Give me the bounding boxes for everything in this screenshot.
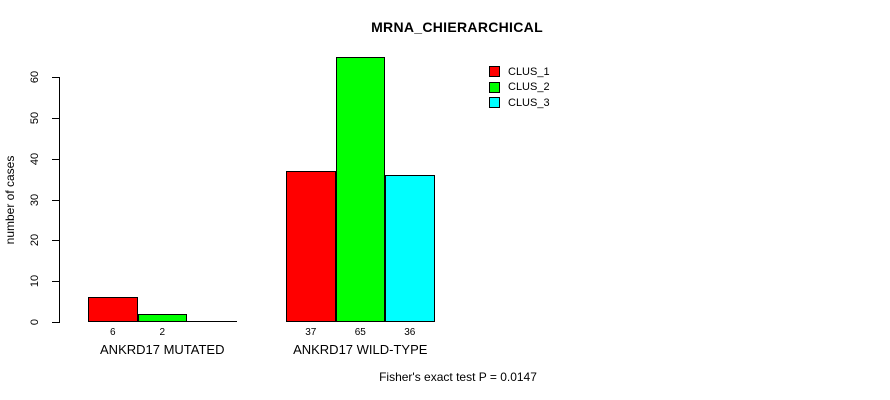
legend-item: CLUS_1: [489, 64, 550, 80]
y-tick-label: 0: [29, 318, 41, 326]
y-axis-tick: [52, 199, 59, 201]
category-label: ANKRD17 WILD-TYPE: [293, 342, 428, 357]
bar-value-label: 2: [159, 327, 166, 338]
bar-value-label: 65: [354, 327, 366, 338]
bar-clus_1: [286, 171, 336, 322]
legend-swatch: [489, 66, 500, 78]
bar-clus_2: [335, 57, 385, 322]
y-axis-tick: [52, 158, 59, 160]
bar-clus_3: [385, 175, 435, 322]
y-axis-tick: [52, 240, 59, 242]
bar-zero-clus_3: [187, 321, 237, 322]
legend-item-label: CLUS_3: [508, 96, 550, 109]
category-label: ANKRD17 MUTATED: [100, 342, 225, 357]
bar-value-label: 6: [109, 327, 116, 338]
y-tick-label: 50: [29, 111, 41, 124]
y-axis-label: number of cases: [3, 155, 17, 245]
y-axis-tick: [52, 322, 59, 323]
bar-clus_1: [88, 297, 138, 322]
y-axis-tick: [52, 77, 59, 78]
legend: CLUS_1 CLUS_2 CLUS_3: [489, 64, 550, 111]
y-tick-label: 60: [29, 70, 41, 84]
fisher-test-annotation: Fisher's exact test P = 0.0147: [379, 370, 537, 384]
y-axis-line: [59, 77, 60, 323]
y-tick-label: 20: [29, 234, 41, 247]
legend-item-label: CLUS_2: [508, 81, 550, 94]
bar-value-label: 36: [404, 327, 416, 338]
y-tick-label: 10: [29, 275, 41, 288]
bar-value-label: 37: [305, 327, 317, 338]
legend-item: CLUS_3: [489, 95, 550, 111]
legend-swatch: [489, 81, 500, 93]
chart-title: MRNA_CHIERARCHICAL: [371, 19, 543, 35]
y-axis-tick: [52, 281, 59, 283]
legend-item: CLUS_2: [489, 80, 550, 96]
y-axis-tick: [52, 117, 59, 119]
y-tick-label: 40: [29, 152, 41, 165]
legend-item-label: CLUS_1: [508, 65, 550, 78]
legend-swatch: [489, 97, 500, 109]
bar-clus_2: [137, 314, 187, 322]
y-tick-label: 30: [29, 193, 41, 206]
